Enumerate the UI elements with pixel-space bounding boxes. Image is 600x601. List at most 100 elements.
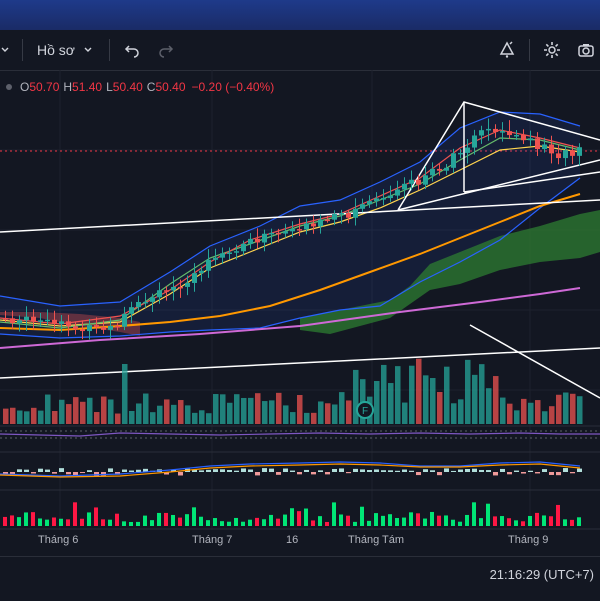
indicator-bar bbox=[528, 515, 532, 526]
indicator-bar bbox=[472, 502, 476, 526]
indicator-bar bbox=[311, 520, 315, 526]
timeframe-chevron[interactable] bbox=[0, 36, 14, 64]
alert-button[interactable] bbox=[493, 36, 521, 64]
macd-hist-bar bbox=[220, 469, 225, 472]
indicator-bar bbox=[269, 514, 273, 526]
volume-bar bbox=[304, 412, 310, 424]
volume-bar bbox=[80, 401, 86, 424]
candle-body bbox=[381, 198, 386, 200]
earnings-event-marker[interactable]: F bbox=[356, 401, 374, 419]
macd-hist-bar bbox=[24, 469, 29, 472]
time-label: Tháng Tám bbox=[348, 534, 405, 546]
macd-hist-bar bbox=[493, 472, 498, 476]
volume-bar bbox=[38, 410, 44, 424]
time-label: Tháng 6 bbox=[38, 534, 79, 546]
macd-line bbox=[0, 461, 581, 477]
candle-body bbox=[304, 223, 309, 230]
top-header-strip bbox=[0, 0, 600, 30]
price-chart[interactable]: F bbox=[0, 70, 600, 550]
settings-button[interactable] bbox=[538, 36, 566, 64]
time-label: Tháng 7 bbox=[192, 534, 233, 546]
macd-hist-bar bbox=[465, 469, 470, 472]
indicator-bar bbox=[360, 506, 364, 526]
indicator-bar bbox=[38, 518, 42, 526]
macd-hist-bar bbox=[276, 472, 281, 475]
indicator-bar bbox=[353, 521, 357, 526]
volume-bar bbox=[486, 388, 492, 424]
indicator-bar bbox=[423, 518, 427, 526]
macd-hist-bar bbox=[143, 468, 148, 472]
volume-bar bbox=[283, 405, 289, 424]
candle-body bbox=[87, 325, 92, 332]
candle-body bbox=[241, 243, 246, 252]
macd-hist-bar bbox=[283, 468, 288, 472]
volume-bar bbox=[171, 404, 177, 424]
macd-hist-bar bbox=[80, 472, 85, 474]
candle-body bbox=[444, 167, 449, 171]
toolbar-divider bbox=[529, 39, 530, 61]
volume-bar bbox=[346, 400, 352, 424]
macd-hist-bar bbox=[563, 468, 568, 472]
macd-hist-bar bbox=[444, 468, 449, 472]
camera-icon bbox=[578, 44, 594, 57]
macd-hist-bar bbox=[206, 469, 211, 472]
candle-body bbox=[479, 130, 484, 136]
profile-menu-button[interactable]: Hồ sơ bbox=[31, 36, 101, 64]
indicator-bar bbox=[108, 519, 112, 526]
indicator-bar bbox=[150, 520, 154, 526]
macd-signal bbox=[0, 463, 581, 478]
indicator-bar bbox=[465, 514, 469, 526]
indicator-bar bbox=[213, 518, 217, 526]
indicator-bar bbox=[486, 503, 490, 526]
open-value: 50.70 bbox=[29, 80, 60, 94]
candle-body bbox=[178, 286, 183, 289]
volume-bar bbox=[416, 358, 422, 424]
volume-bar bbox=[542, 411, 548, 424]
candle-body bbox=[339, 212, 344, 215]
candle-body bbox=[129, 307, 134, 314]
candle-body bbox=[360, 204, 365, 209]
indicator-bar bbox=[17, 517, 21, 526]
redo-button[interactable] bbox=[152, 36, 180, 64]
bollinger-band bbox=[0, 112, 580, 338]
time-axis[interactable]: Tháng 6 Tháng 7 16 Tháng Tám Tháng 9 bbox=[0, 530, 600, 552]
candle-body bbox=[514, 135, 519, 137]
candle-body bbox=[101, 327, 106, 330]
indicator-bar bbox=[507, 518, 511, 526]
indicator-bar bbox=[297, 511, 301, 526]
volume-bar bbox=[206, 413, 212, 424]
candle-body bbox=[577, 147, 582, 156]
snapshot-button[interactable] bbox=[572, 36, 600, 64]
candle-body bbox=[472, 135, 477, 148]
gear-icon bbox=[544, 42, 560, 58]
indicator-bar bbox=[570, 519, 574, 526]
volume-bar bbox=[395, 366, 401, 424]
volume-bar bbox=[164, 399, 170, 424]
close-key: C bbox=[146, 80, 156, 94]
macd-hist-bar bbox=[325, 472, 330, 475]
candle-body bbox=[73, 326, 78, 330]
candle-body bbox=[388, 195, 393, 199]
macd-hist-bar bbox=[542, 469, 547, 472]
undo-button[interactable] bbox=[118, 36, 146, 64]
indicator-bar bbox=[374, 513, 378, 526]
candle-body bbox=[346, 212, 351, 218]
candle-body bbox=[409, 179, 414, 184]
candle-body bbox=[542, 144, 547, 150]
macd-hist-bar bbox=[94, 472, 99, 476]
indicator-bar bbox=[24, 512, 28, 526]
macd-hist-bar bbox=[199, 470, 204, 472]
macd-hist-bar bbox=[514, 470, 519, 472]
volume-bar bbox=[458, 399, 464, 424]
candle-body bbox=[486, 128, 491, 131]
candle-body bbox=[290, 229, 295, 232]
volume-bar bbox=[136, 403, 142, 424]
macd-hist-bar bbox=[437, 472, 442, 476]
candle-body bbox=[416, 179, 421, 185]
macd-hist-bar bbox=[577, 468, 582, 472]
bollinger-upper bbox=[0, 111, 581, 307]
volume-bar bbox=[409, 365, 415, 424]
macd-hist-bar bbox=[213, 469, 218, 472]
clock-timezone[interactable]: 21:16:29 (UTC+7) bbox=[489, 567, 594, 582]
macd-hist-bar bbox=[248, 469, 253, 472]
